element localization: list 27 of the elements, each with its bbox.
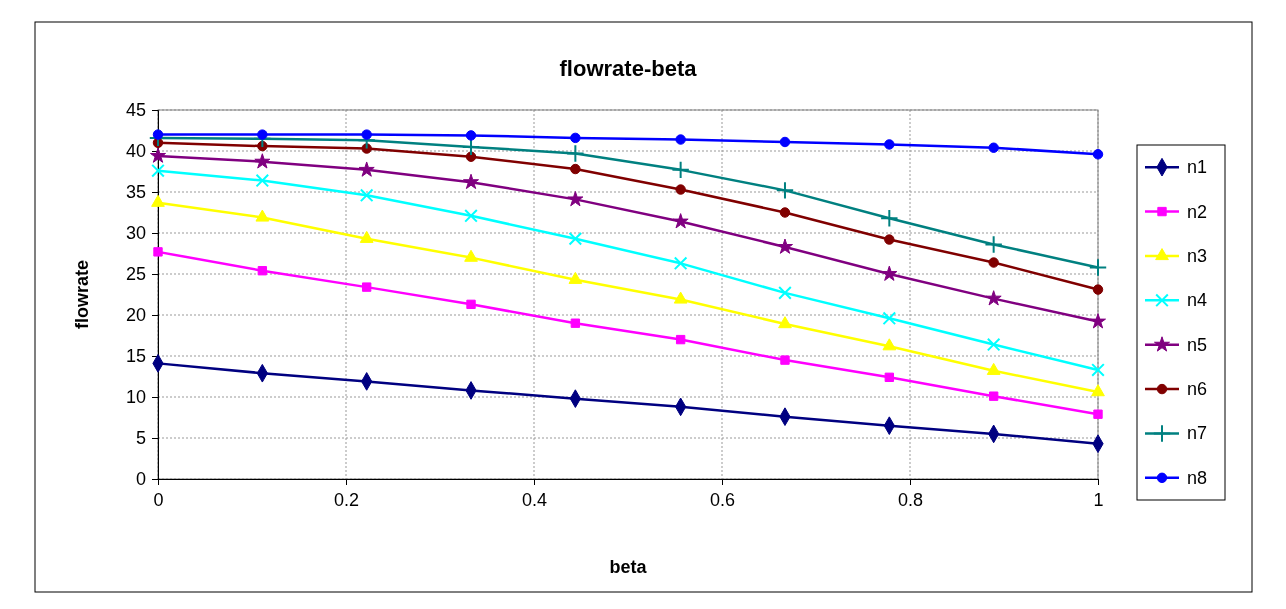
y-tick-label: 35 bbox=[125, 182, 146, 203]
y-tick-label: 0 bbox=[135, 469, 146, 490]
y-tick-label: 45 bbox=[125, 100, 146, 121]
legend-label: n7 bbox=[1187, 423, 1208, 444]
legend-label: n6 bbox=[1187, 379, 1208, 400]
x-axis-title: beta bbox=[609, 557, 648, 577]
x-tick-label: 0 bbox=[153, 489, 164, 510]
legend-label: n5 bbox=[1187, 334, 1208, 355]
chart-title: flowrate-beta bbox=[559, 56, 698, 81]
legend-label: n2 bbox=[1187, 201, 1208, 222]
y-tick-label: 40 bbox=[125, 141, 146, 162]
y-tick-label: 25 bbox=[125, 264, 146, 285]
y-tick-label: 15 bbox=[125, 346, 146, 367]
y-axis-title: flowrate bbox=[72, 259, 92, 330]
legend-label: n8 bbox=[1187, 467, 1208, 488]
y-tick-label: 10 bbox=[125, 387, 146, 408]
legend-label: n4 bbox=[1187, 290, 1208, 311]
y-tick-label: 5 bbox=[135, 428, 146, 449]
x-tick-label: 0.4 bbox=[521, 489, 548, 510]
legend-label: n3 bbox=[1187, 245, 1208, 266]
legend-label: n1 bbox=[1187, 157, 1208, 178]
y-tick-label: 20 bbox=[125, 305, 146, 326]
y-tick-label: 30 bbox=[125, 223, 146, 244]
x-tick-label: 0.2 bbox=[333, 489, 360, 510]
x-tick-label: 0.6 bbox=[709, 489, 736, 510]
x-tick-label: 0.8 bbox=[897, 489, 924, 510]
x-tick-label: 1 bbox=[1093, 489, 1104, 510]
